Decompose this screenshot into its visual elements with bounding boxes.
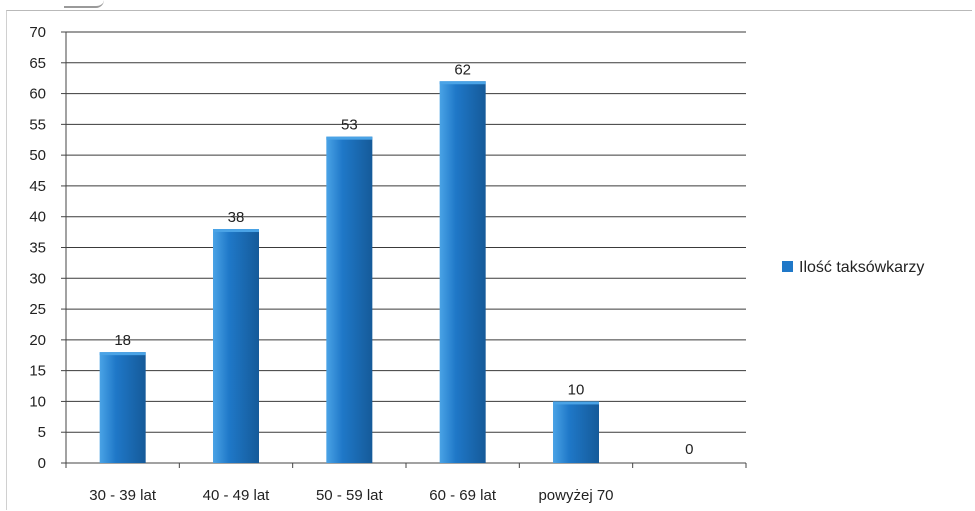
x-category-label: powyżej 70 — [538, 487, 613, 504]
gridlines — [66, 31, 746, 433]
bar — [99, 352, 146, 463]
y-tick-label: 15 — [29, 363, 46, 380]
y-tick-label: 55 — [29, 116, 46, 133]
bar — [439, 81, 486, 463]
x-category-label: 50 - 59 lat — [316, 487, 384, 504]
y-tick-label: 65 — [29, 55, 46, 72]
legend-swatch-icon — [782, 261, 793, 272]
y-tick-label: 0 — [38, 455, 46, 472]
bar — [553, 401, 599, 463]
bars — [99, 81, 599, 463]
chart-frame — [6, 10, 972, 510]
bar — [213, 229, 259, 463]
data-label: 0 — [685, 441, 693, 458]
y-tick-label: 50 — [29, 147, 46, 164]
y-tick-label: 10 — [29, 393, 46, 410]
y-tick-label: 45 — [29, 178, 46, 195]
labels: 0 5 10 15 20 25 30 35 40 45 50 55 60 65 70 18 30 - 39 la… — [29, 24, 693, 504]
bar — [326, 136, 373, 463]
x-category-label: 60 - 69 lat — [429, 487, 497, 504]
y-tick-label: 30 — [29, 270, 46, 287]
bar-top-highlight — [553, 401, 599, 405]
x-category-label: 30 - 39 lat — [89, 487, 157, 504]
data-label: 62 — [454, 61, 471, 78]
y-tick-label: 5 — [38, 424, 46, 441]
bar-top-highlight — [439, 81, 486, 85]
scan-mark — [64, 0, 104, 8]
x-category-label: 40 - 49 lat — [203, 487, 271, 504]
bar-top-highlight — [213, 229, 259, 233]
data-label: 18 — [114, 332, 131, 349]
data-label: 10 — [568, 381, 585, 398]
bar-top-highlight — [326, 136, 373, 140]
y-tick-label: 60 — [29, 86, 46, 103]
y-tick-label: 25 — [29, 301, 46, 318]
legend: Ilość taksówkarzy — [782, 259, 924, 276]
axes — [61, 31, 747, 468]
data-label: 53 — [341, 117, 358, 134]
y-tick-label: 35 — [29, 240, 46, 257]
y-tick-label: 40 — [29, 209, 46, 226]
legend-label: Ilość taksówkarzy — [799, 259, 924, 276]
data-label: 38 — [228, 209, 245, 226]
y-tick-label: 20 — [29, 332, 46, 349]
bar-top-highlight — [99, 352, 146, 356]
y-tick-label: 70 — [29, 24, 46, 41]
